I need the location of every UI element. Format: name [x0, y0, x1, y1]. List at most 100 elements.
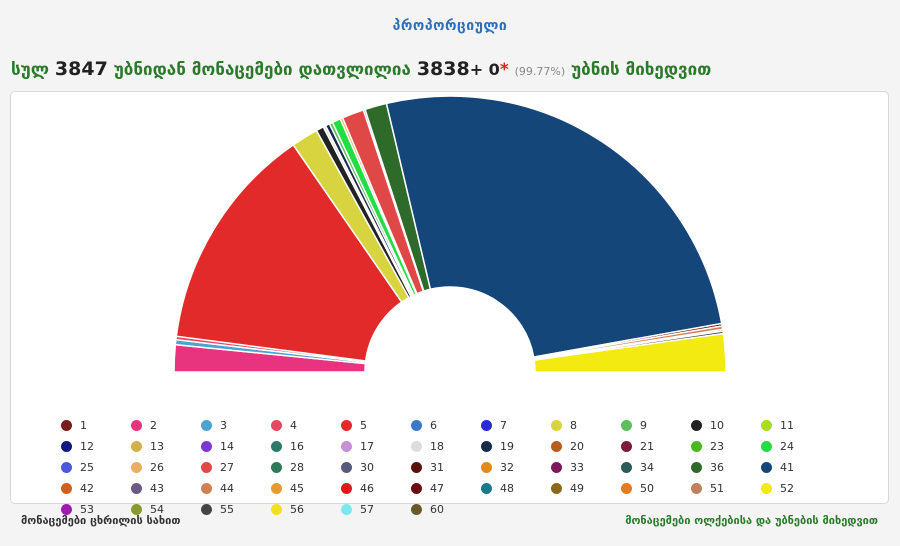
legend-dot: [201, 462, 212, 473]
legend-label: 1: [80, 419, 87, 432]
legend-item-41[interactable]: 41: [761, 461, 794, 474]
legend-item-4[interactable]: 4: [271, 419, 297, 432]
legend-label: 10: [710, 419, 724, 432]
legend-item-14[interactable]: 14: [201, 440, 234, 453]
legend-label: 48: [500, 482, 514, 495]
legend-dot: [131, 504, 142, 515]
slice-52[interactable]: [533, 332, 727, 373]
legend-item-26[interactable]: 26: [131, 461, 164, 474]
legend-item-55[interactable]: 55: [201, 503, 234, 516]
legend-item-42[interactable]: 42: [61, 482, 94, 495]
counted-precincts: 3838: [416, 58, 470, 80]
legend-item-21[interactable]: 21: [621, 440, 654, 453]
legend-item-12[interactable]: 12: [61, 440, 94, 453]
legend-label: 21: [640, 440, 654, 453]
legend-label: 16: [290, 440, 304, 453]
legend-item-18[interactable]: 18: [411, 440, 444, 453]
legend-dot: [341, 504, 352, 515]
legend-item-60[interactable]: 60: [411, 503, 444, 516]
legend-item-46[interactable]: 46: [341, 482, 374, 495]
legend-item-25[interactable]: 25: [61, 461, 94, 474]
legend-dot: [131, 420, 142, 431]
legend-item-47[interactable]: 47: [411, 482, 444, 495]
legend-dot: [551, 462, 562, 473]
legend-label: 36: [710, 461, 724, 474]
legend-item-44[interactable]: 44: [201, 482, 234, 495]
legend-item-7[interactable]: 7: [481, 419, 507, 432]
proportional-tab-link[interactable]: პროპორციული: [392, 18, 508, 34]
legend-label: 42: [80, 482, 94, 495]
legend-item-54[interactable]: 54: [131, 503, 164, 516]
legend-item-2[interactable]: 2: [131, 419, 157, 432]
legend-dot: [201, 483, 212, 494]
legend-dot: [551, 483, 562, 494]
district-view-link[interactable]: მონაცემები ოლქებისა და უბნების მიხედვით: [625, 514, 878, 527]
legend-item-13[interactable]: 13: [131, 440, 164, 453]
legend-item-45[interactable]: 45: [271, 482, 304, 495]
legend-label: 55: [220, 503, 234, 516]
legend-dot: [761, 462, 772, 473]
semicircle-chart: [173, 95, 727, 373]
legend-item-6[interactable]: 6: [411, 419, 437, 432]
legend-dot: [691, 441, 702, 452]
legend-label: 33: [570, 461, 584, 474]
legend-item-43[interactable]: 43: [131, 482, 164, 495]
slice-41[interactable]: [385, 95, 723, 358]
legend-dot: [61, 504, 72, 515]
legend-dot: [271, 504, 282, 515]
legend-dot: [341, 420, 352, 431]
legend-item-8[interactable]: 8: [551, 419, 577, 432]
table-view-link[interactable]: მონაცემები ცხრილის სახით: [21, 514, 181, 527]
legend-item-49[interactable]: 49: [551, 482, 584, 495]
legend-item-33[interactable]: 33: [551, 461, 584, 474]
legend-item-31[interactable]: 31: [411, 461, 444, 474]
legend-item-9[interactable]: 9: [621, 419, 647, 432]
legend-label: 60: [430, 503, 444, 516]
legend-dot: [551, 420, 562, 431]
legend-label: 52: [780, 482, 794, 495]
legend-item-19[interactable]: 19: [481, 440, 514, 453]
legend-item-30[interactable]: 30: [341, 461, 374, 474]
legend-dot: [481, 483, 492, 494]
legend-dot: [61, 441, 72, 452]
legend-item-28[interactable]: 28: [271, 461, 304, 474]
legend-item-50[interactable]: 50: [621, 482, 654, 495]
legend-dot: [761, 420, 772, 431]
legend-item-11[interactable]: 11: [761, 419, 794, 432]
summary-suffix: უბნის მიხედვით: [571, 60, 712, 80]
legend-item-27[interactable]: 27: [201, 461, 234, 474]
legend-label: 57: [360, 503, 374, 516]
legend-dot: [131, 462, 142, 473]
legend-label: 5: [360, 419, 367, 432]
legend-dot: [341, 441, 352, 452]
legend-item-32[interactable]: 32: [481, 461, 514, 474]
legend-label: 32: [500, 461, 514, 474]
slice-5[interactable]: [175, 143, 403, 362]
legend-item-16[interactable]: 16: [271, 440, 304, 453]
legend-item-51[interactable]: 51: [691, 482, 724, 495]
legend-dot: [411, 462, 422, 473]
legend-item-10[interactable]: 10: [691, 419, 724, 432]
legend-item-57[interactable]: 57: [341, 503, 374, 516]
legend-item-48[interactable]: 48: [481, 482, 514, 495]
legend-dot: [481, 441, 492, 452]
legend-item-24[interactable]: 24: [761, 440, 794, 453]
legend-item-52[interactable]: 52: [761, 482, 794, 495]
summary-prefix: სულ: [11, 60, 49, 80]
legend-item-23[interactable]: 23: [691, 440, 724, 453]
legend-item-1[interactable]: 1: [61, 419, 87, 432]
legend-label: 3: [220, 419, 227, 432]
legend-dot: [411, 441, 422, 452]
legend-item-53[interactable]: 53: [61, 503, 94, 516]
legend-item-20[interactable]: 20: [551, 440, 584, 453]
legend-dot: [131, 483, 142, 494]
legend-dot: [761, 483, 772, 494]
legend-label: 54: [150, 503, 164, 516]
legend-item-36[interactable]: 36: [691, 461, 724, 474]
legend-item-17[interactable]: 17: [341, 440, 374, 453]
legend-item-5[interactable]: 5: [341, 419, 367, 432]
legend-item-56[interactable]: 56: [271, 503, 304, 516]
legend-label: 7: [500, 419, 507, 432]
legend-item-34[interactable]: 34: [621, 461, 654, 474]
legend-item-3[interactable]: 3: [201, 419, 227, 432]
